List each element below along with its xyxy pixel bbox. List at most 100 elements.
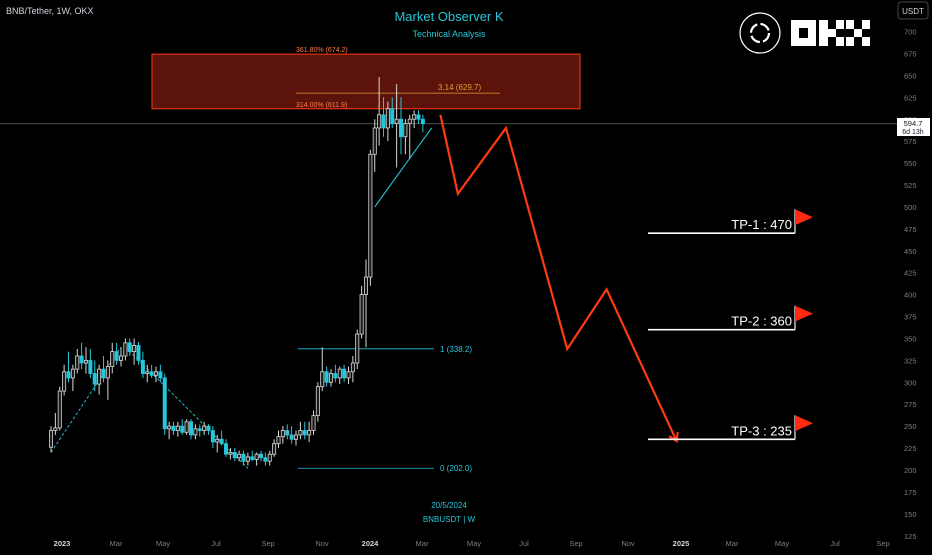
x-tick-label: May	[156, 539, 170, 548]
trend-line	[50, 346, 122, 453]
target-flag-icon	[795, 415, 813, 432]
candle	[385, 101, 390, 142]
candle-body	[263, 457, 268, 462]
x-tick-label: May	[775, 539, 789, 548]
candle	[320, 347, 325, 392]
trend-line	[125, 346, 249, 469]
chart-subtitle: Technical Analysis	[412, 29, 486, 39]
candle-body	[337, 368, 342, 379]
candle-body	[398, 118, 403, 138]
candle-body	[407, 118, 412, 124]
candle-body	[193, 428, 198, 436]
candle	[219, 430, 224, 446]
candle-body	[105, 366, 110, 379]
candle-body	[119, 355, 124, 361]
candle	[62, 364, 67, 396]
y-tick-label: 125	[904, 532, 917, 541]
y-tick-label: 475	[904, 225, 917, 234]
y-tick-label: 300	[904, 378, 917, 387]
candle	[70, 364, 75, 392]
candle-body	[272, 443, 277, 455]
candle-body	[101, 368, 106, 379]
candle-body	[342, 368, 347, 379]
candle-body	[123, 342, 128, 357]
candle-body	[70, 368, 75, 379]
candle	[254, 452, 259, 466]
candle	[232, 448, 237, 462]
x-tick-label: Jul	[830, 539, 840, 548]
candle	[206, 424, 211, 435]
candle-body	[171, 425, 176, 431]
candle	[377, 77, 382, 146]
fib-zone-layer: 361.80% (674.2) 314.00% (611.9) 3.14 (629.…	[151, 47, 581, 110]
candle	[267, 450, 272, 466]
candle-body	[197, 428, 202, 431]
y-tick-label: 550	[904, 159, 917, 168]
candle	[114, 342, 119, 365]
candle	[272, 439, 277, 457]
candle	[333, 364, 338, 383]
candle-body	[49, 430, 54, 448]
candle	[136, 341, 141, 365]
candle-body	[153, 371, 158, 376]
candle	[184, 419, 189, 435]
candle	[75, 348, 80, 374]
candle-body	[324, 371, 329, 383]
candle-body	[276, 436, 281, 445]
candle	[263, 452, 268, 466]
candle-body	[289, 434, 294, 440]
annotation-lines-layer: 1 (338.2) 0 (202.0)	[0, 123, 897, 473]
candle-body	[390, 108, 395, 124]
x-tick-label: Sep	[876, 539, 889, 548]
candle	[175, 421, 180, 437]
candle	[416, 110, 421, 124]
currency-badge[interactable]	[897, 1, 929, 20]
candle-body	[62, 371, 67, 392]
candle	[167, 421, 172, 440]
footer-date: 20/5/2024	[431, 501, 467, 510]
candle	[324, 366, 329, 387]
price-label: 594.7 6d 13h	[897, 118, 930, 136]
candle-body	[114, 351, 119, 361]
currency-label: USDT	[902, 7, 924, 16]
candle-body	[394, 118, 399, 124]
candle-body	[228, 452, 233, 455]
candle	[241, 450, 246, 466]
candle-body	[232, 452, 237, 459]
candle	[79, 342, 84, 370]
candle-body	[127, 342, 132, 353]
candle	[210, 426, 215, 449]
candle	[193, 424, 198, 440]
y-tick-label: 325	[904, 356, 917, 365]
candle-body	[298, 430, 303, 436]
candle	[49, 426, 54, 453]
fib-zone-label-top: 361.80% (674.2)	[296, 47, 348, 54]
x-tick-label: Nov	[621, 539, 635, 548]
x-tick-label: Mar	[726, 539, 739, 548]
y-tick-label: 200	[904, 466, 917, 475]
y-tick-label: 650	[904, 71, 917, 80]
x-tick-label: 2024	[362, 539, 380, 548]
candle-body	[180, 425, 185, 433]
candle-body	[202, 425, 207, 431]
targets-layer: TP-1 : 470 TP-2 : 360 TP-3 : 235	[648, 209, 813, 441]
price-label-box	[897, 118, 930, 136]
x-tick-label: 2023	[54, 539, 71, 548]
candle	[171, 421, 176, 435]
candle	[342, 364, 347, 383]
candle	[350, 355, 355, 383]
candle	[53, 412, 58, 435]
candle	[412, 110, 417, 128]
candle-body	[416, 114, 421, 120]
candle	[92, 360, 97, 392]
y-tick-label: 500	[904, 203, 917, 212]
candle-body	[368, 153, 373, 278]
footer-ticker: BNBUSDT | W	[423, 515, 476, 524]
candle	[228, 448, 233, 460]
x-tick-label: Sep	[569, 539, 582, 548]
price-label-value: 594.7	[904, 119, 923, 128]
target-flag-icon	[795, 305, 813, 322]
candle-body	[92, 373, 97, 385]
candle	[237, 450, 242, 462]
